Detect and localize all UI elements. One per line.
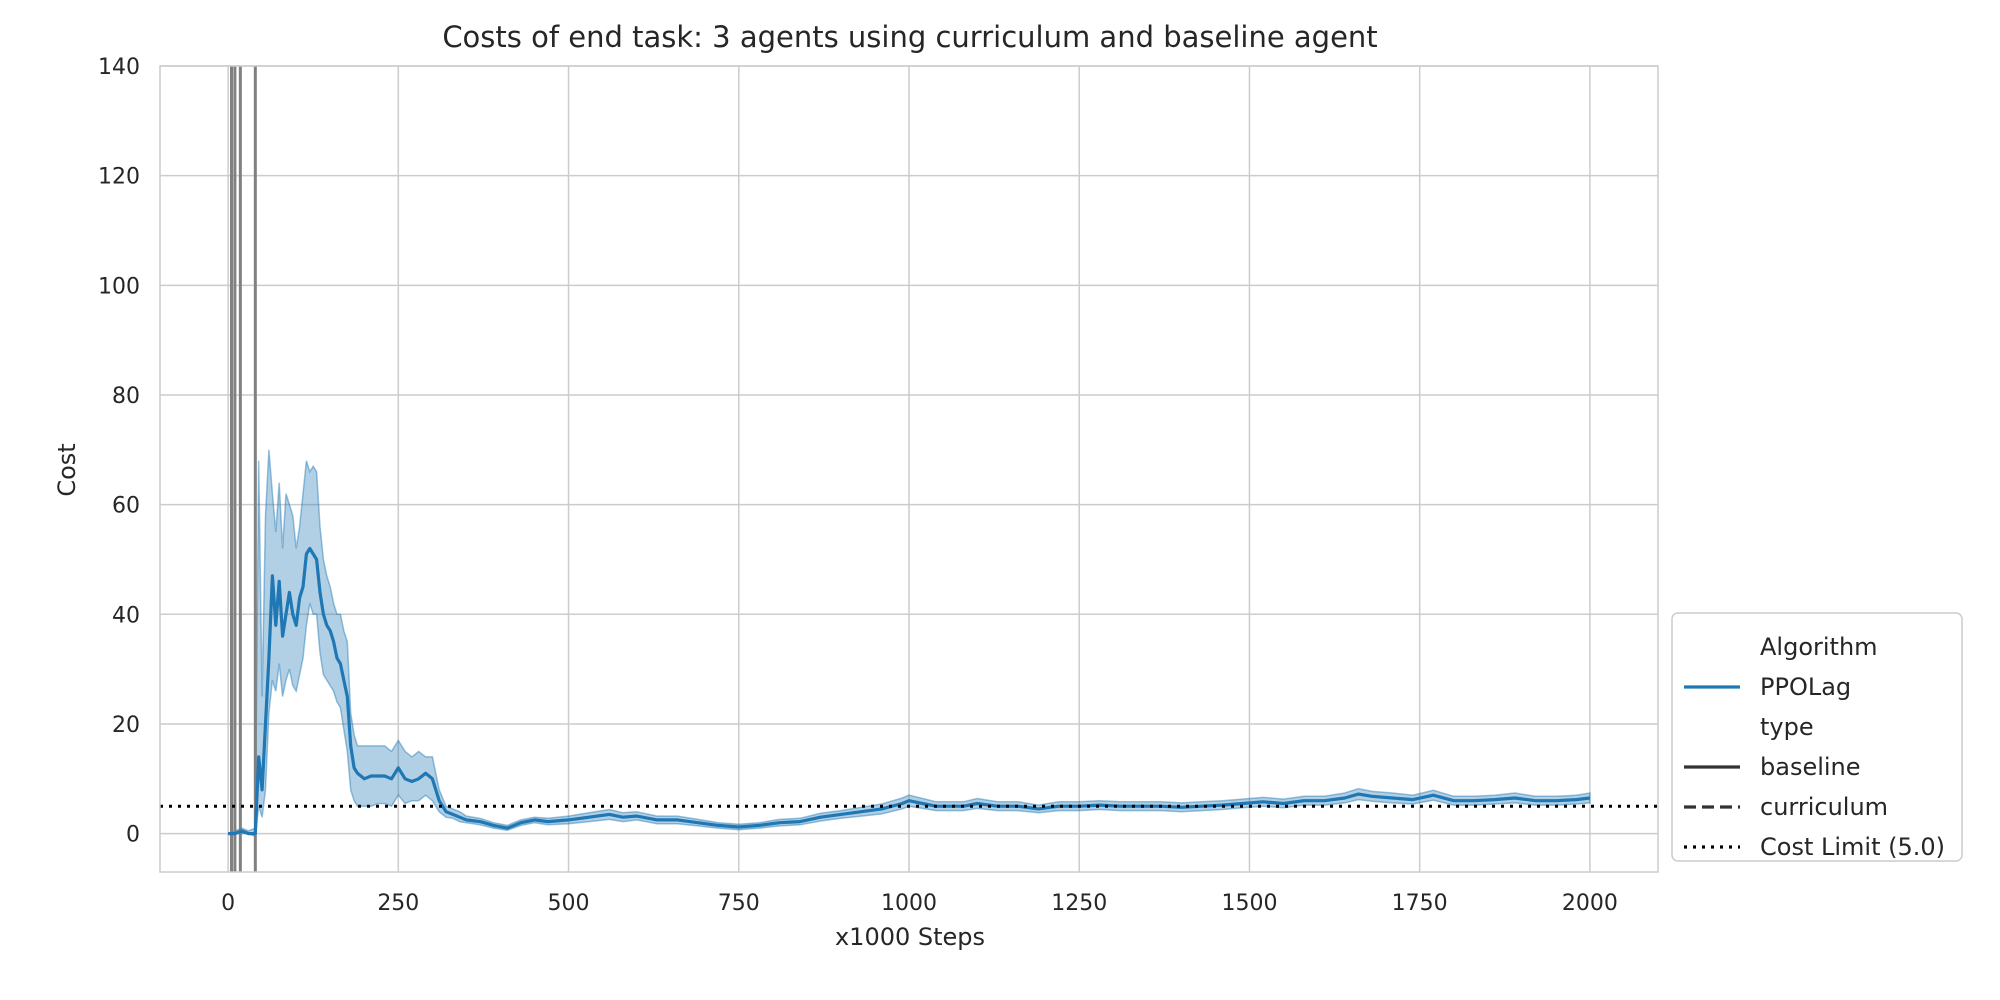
x-axis-title: x1000 Steps — [835, 923, 985, 951]
x-tick-label-7: 1750 — [1392, 891, 1448, 916]
y-tick-label-1: 20 — [112, 713, 140, 738]
legend-label-1-2: Cost Limit (5.0) — [1760, 833, 1945, 861]
vertical-marker-layer — [229, 66, 257, 872]
legend-box — [1671, 612, 1963, 862]
series-line-0 — [228, 546, 1591, 836]
legend: Algorithm PPOLag type baseline curriculum Cos… — [1671, 612, 1963, 862]
x-tick-label-2: 500 — [548, 891, 590, 916]
y-tick-label-2: 40 — [112, 603, 140, 628]
x-tick-label-5: 1250 — [1051, 891, 1107, 916]
x-tick-label-4: 1000 — [881, 891, 937, 916]
legend-label-0-0: PPOLag — [1760, 673, 1851, 701]
x-tick-label-8: 2000 — [1562, 891, 1618, 916]
confidence-band-layer — [227, 449, 1591, 838]
plot-frame — [159, 65, 1659, 873]
y-tick-label-7: 140 — [98, 55, 140, 80]
legend-label-1-0: baseline — [1760, 753, 1861, 781]
chart-title: Costs of end task: 3 agents using curric… — [442, 20, 1377, 54]
x-tick-label-1: 250 — [377, 891, 419, 916]
x-tick-label-6: 1500 — [1221, 891, 1277, 916]
x-tick-label-3: 750 — [718, 891, 760, 916]
y-tick-label-0: 0 — [126, 823, 140, 848]
legend-label-1-1: curriculum — [1760, 793, 1888, 821]
y-axis-title: Cost — [53, 443, 81, 496]
legend-group-title-1: type — [1760, 713, 1814, 741]
y-tick-label-5: 100 — [98, 274, 140, 299]
y-tick-label-4: 80 — [112, 384, 140, 409]
x-tick-label-0: 0 — [221, 891, 235, 916]
x-tick-labels: 0 250 500 750 1000 1250 1500 1750 2000 — [221, 891, 1618, 916]
legend-group-title-0: Algorithm — [1760, 633, 1878, 661]
y-tick-label-3: 60 — [112, 494, 140, 519]
series-line-layer — [228, 546, 1591, 836]
y-tick-labels: 0 20 40 60 80 100 120 140 — [98, 55, 140, 848]
y-tick-label-6: 120 — [98, 165, 140, 190]
confidence-band-0 — [227, 449, 1591, 838]
